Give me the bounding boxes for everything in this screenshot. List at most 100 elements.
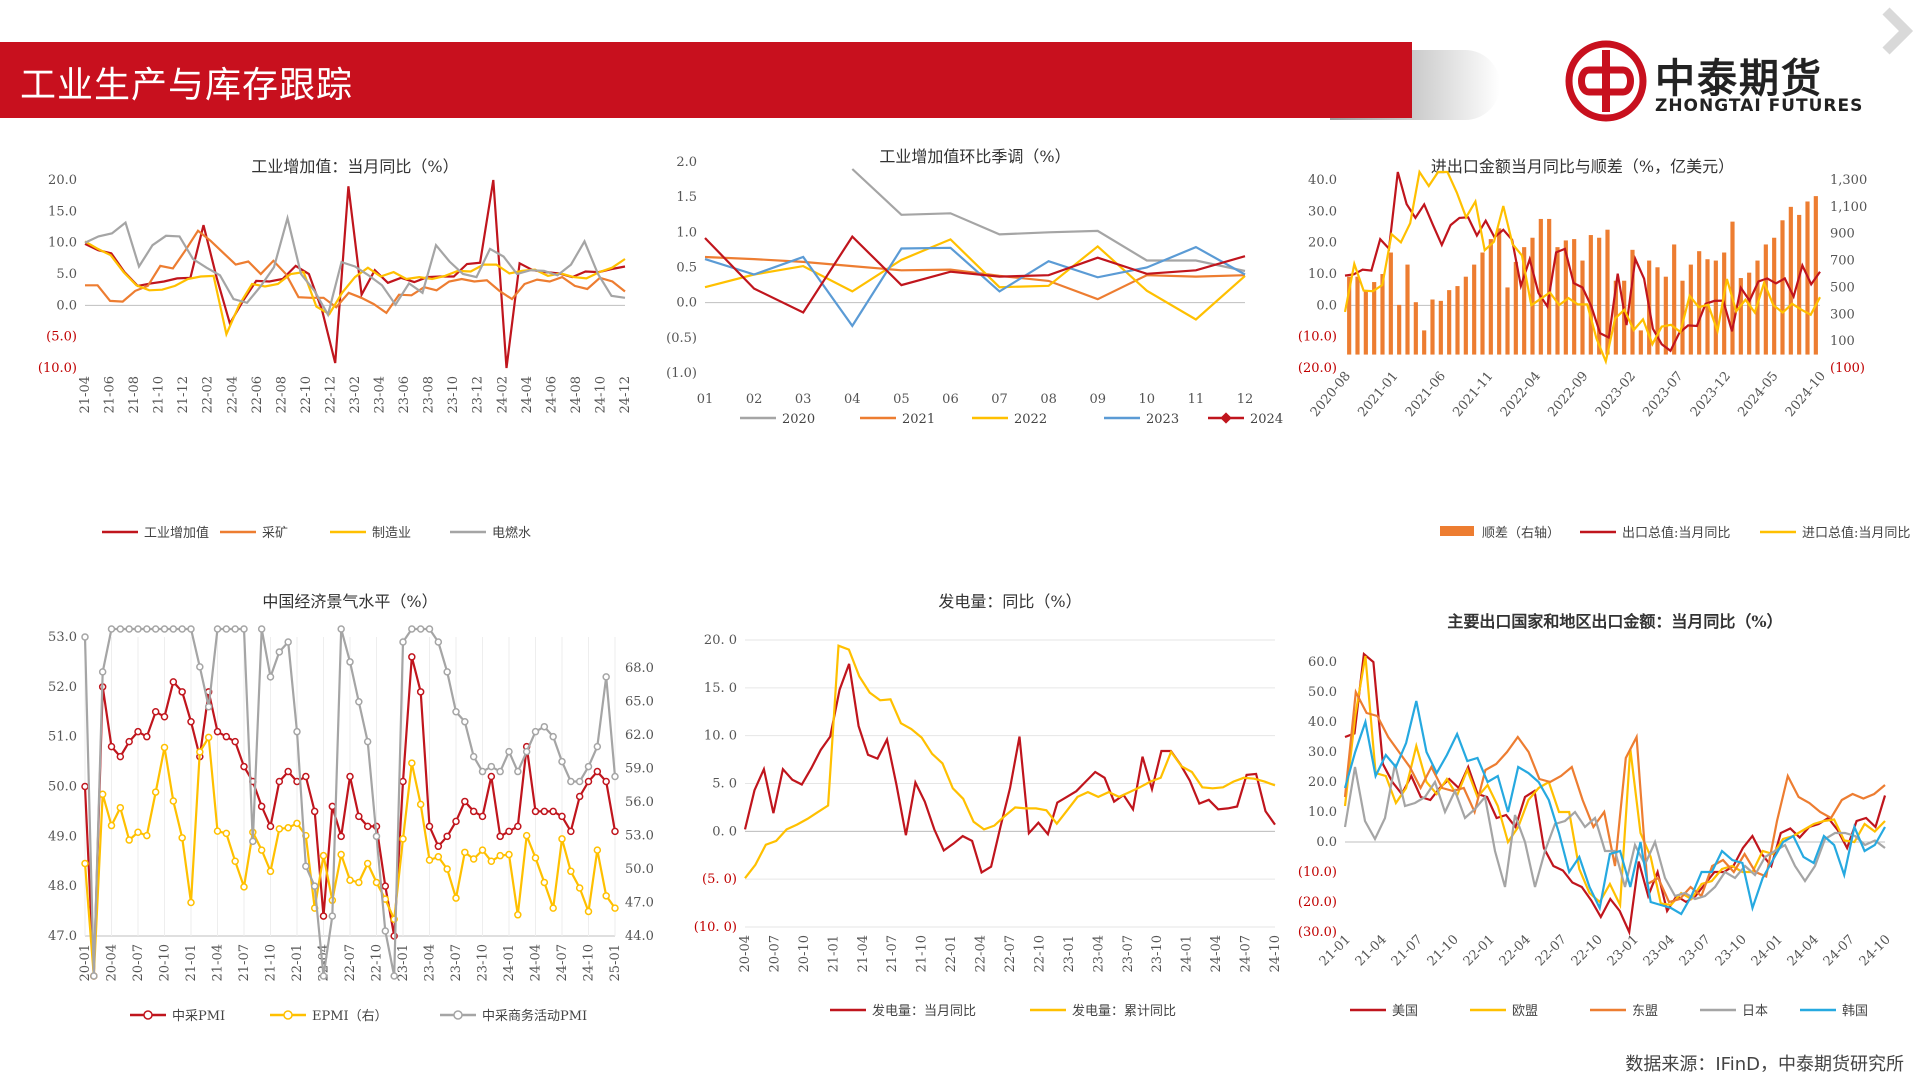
data-point (240, 762, 248, 771)
chart-industrial-value-yoy: 工业增加值：当月同比（%） 20.0 15.0 10.0 5.0 0.0 (5.0) (10.… (38, 157, 633, 541)
data-point (143, 831, 151, 840)
legend-marker (143, 1010, 153, 1020)
x-tick-label: 21-04 (856, 935, 871, 972)
x-tick-label: 2024-05 (1735, 369, 1781, 420)
y-right-tick-label: 500 (1830, 280, 1855, 295)
y-tick-label: 51.0 (48, 730, 77, 745)
y-tick-label: 0.0 (1316, 298, 1337, 313)
series-line (851, 168, 1246, 273)
chart-trade-balance: 进出口金额当月同比与顺差（%，亿美元） 40.0 30.0 20.0 10.0 0.0 (1… (1298, 157, 1910, 541)
x-tick-label: 22-10 (1032, 935, 1047, 972)
data-point (567, 777, 575, 786)
chart-title: 主要出口国家和地区出口金额：当月同比（%） (1447, 612, 1782, 631)
data-point (611, 772, 619, 781)
legend-label: 欧盟 (1512, 1004, 1538, 1019)
data-point (461, 848, 469, 857)
x-tick-label: 22-01 (1461, 932, 1498, 969)
x-tick-label: 01 (697, 392, 714, 407)
x-tick-label: 23-01 (1605, 932, 1642, 969)
data-point (478, 812, 487, 821)
x-tick-label: 23-04 (1091, 935, 1106, 972)
data-point (461, 717, 469, 726)
bar (1422, 330, 1427, 355)
data-point (522, 831, 531, 840)
y-tick-label: 30.0 (1308, 745, 1337, 760)
series-line (84, 240, 626, 338)
data-point (266, 673, 275, 681)
data-point (487, 772, 496, 781)
bar (1438, 300, 1443, 355)
bar (1580, 260, 1585, 355)
data-point (399, 835, 407, 843)
data-point (478, 767, 487, 776)
series-line (704, 245, 1246, 328)
legend-label: 日本 (1742, 1004, 1768, 1019)
x-tick-label: 2021-06 (1403, 369, 1449, 420)
data-point (363, 859, 372, 868)
data-point (169, 625, 178, 633)
y-tick-label: (10. 0) (694, 920, 737, 935)
x-tick-label: 22-01 (944, 935, 959, 972)
y-tick-label: 15.0 (48, 204, 77, 219)
x-tick-label: 2020-08 (1308, 369, 1354, 420)
logo-en-text: ZHONGTAI FUTURES (1655, 96, 1864, 116)
data-point (222, 829, 231, 838)
data-point (275, 825, 284, 833)
data-point (558, 812, 566, 821)
data-point (257, 802, 266, 811)
x-tick-label: 20-01 (78, 944, 93, 981)
data-point (98, 790, 107, 799)
y-tick-label: 0.0 (56, 298, 77, 313)
data-point (355, 698, 363, 706)
data-point (213, 827, 222, 835)
y-right-tick-label: (100) (1830, 361, 1865, 376)
data-point (602, 777, 610, 786)
x-tick-label: 22-04 (974, 935, 989, 972)
data-point (575, 777, 584, 786)
x-tick-label: 24-10 (1268, 935, 1283, 972)
bar (1713, 260, 1718, 355)
data-point (196, 663, 204, 671)
data-point (337, 850, 345, 859)
legend-label: 顺差（右轴） (1482, 526, 1560, 541)
data-point (593, 767, 602, 776)
data-point (196, 748, 204, 756)
y-right-tick-label: 300 (1830, 307, 1855, 322)
data-point (602, 892, 610, 900)
data-point (151, 625, 160, 633)
legend-label: 2020 (782, 412, 815, 427)
series-line (1343, 763, 1886, 901)
y-tick-label: 40.0 (1308, 715, 1337, 730)
legend-label: 2022 (1014, 412, 1047, 427)
data-point (213, 727, 222, 736)
y-right-tick-label: 44.0 (625, 929, 654, 944)
bar (1355, 276, 1360, 355)
x-tick-label: 2022-04 (1498, 369, 1544, 420)
data-point (452, 894, 460, 902)
bar (1655, 267, 1660, 355)
y-tick-label: 15. 0 (704, 681, 737, 696)
series-line (1343, 655, 1886, 910)
bar (1455, 286, 1460, 355)
data-point (408, 625, 416, 633)
bar (1522, 247, 1527, 355)
bar (1363, 291, 1368, 355)
data-point (593, 742, 602, 751)
zhongtai-logo-icon (1565, 40, 1647, 122)
bar (1705, 259, 1710, 355)
data-point (266, 867, 275, 876)
bar (1763, 244, 1768, 355)
data-point (469, 855, 478, 863)
bar (1405, 264, 1410, 355)
data-point (425, 856, 434, 864)
x-tick-label: 21-10 (1425, 932, 1462, 969)
x-tick-label: 22-10 (299, 376, 314, 413)
y-tick-label: 10.0 (1308, 805, 1337, 820)
x-tick-label: 22-04 (225, 376, 240, 413)
bar (1630, 249, 1635, 355)
bar (1813, 196, 1818, 355)
bar (1497, 228, 1502, 355)
bar (1563, 240, 1568, 355)
chart-title: 进出口金额当月同比与顺差（%，亿美元） (1431, 157, 1734, 176)
y-tick-label: (1.0) (666, 366, 697, 381)
